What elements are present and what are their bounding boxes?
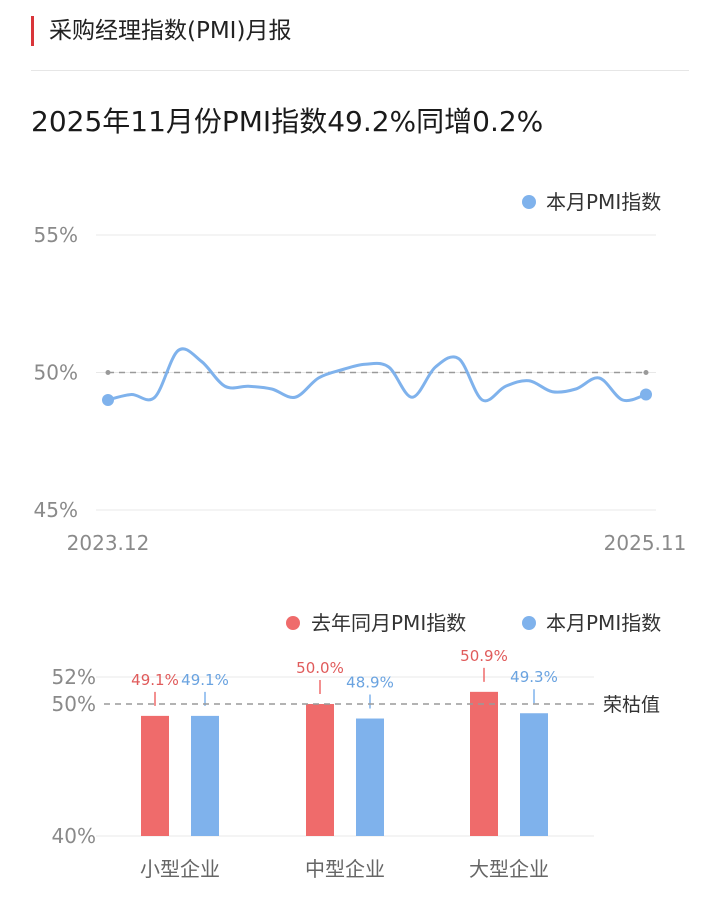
x-label-start: 2023.12 (67, 531, 150, 555)
bar-reference: 荣枯值 (104, 694, 660, 716)
bar-current (191, 715, 219, 836)
category-label: 大型企业 (469, 857, 549, 881)
y-tick-label: 40% (52, 824, 96, 848)
reference-label: 荣枯值 (603, 694, 660, 716)
legend-label-current: 本月PMI指数 (546, 611, 661, 635)
legend-dot-current (522, 195, 536, 209)
pmi-bar-chart: 去年同月PMI指数 本月PMI指数 52% 50% 40% 小型企业 中型企业 大型企业 4… (52, 611, 662, 881)
y-tick-label: 50% (52, 692, 96, 716)
header-accent-bar (31, 16, 34, 46)
bar-last-year (470, 691, 498, 836)
legend-dot-last-year (286, 616, 300, 630)
data-label: 50.9% (460, 647, 508, 665)
line-series (102, 347, 652, 406)
reference-marker (105, 370, 111, 375)
report-header: 采购经理指数(PMI)月报 (31, 14, 689, 71)
line-reference (105, 370, 649, 375)
y-tick-label: 52% (52, 665, 96, 689)
bar-axis-labels: 52% 50% 40% 小型企业 中型企业 大型企业 (52, 665, 549, 881)
y-tick-label: 55% (34, 223, 78, 247)
legend-label-last-year: 去年同月PMI指数 (311, 611, 466, 635)
data-label: 49.1% (131, 671, 179, 689)
y-tick-label: 45% (34, 498, 78, 522)
data-label: 48.9% (346, 674, 394, 692)
reference-marker (643, 370, 649, 375)
bar-grid (96, 676, 594, 837)
bar-legend: 去年同月PMI指数 本月PMI指数 (286, 611, 661, 635)
data-point (102, 394, 114, 406)
report-title: 采购经理指数(PMI)月报 (49, 18, 292, 44)
bar-series: 49.1% 49.1% 50.0%48.9% 50.9%49.3% (131, 647, 558, 836)
category-label: 小型企业 (140, 857, 220, 881)
data-label: 49.3% (510, 668, 558, 686)
headline: 2025年11月份PMI指数49.2%同增0.2% (31, 105, 544, 138)
legend-dot-current (522, 616, 536, 630)
series-line-current (107, 347, 647, 403)
line-legend: 本月PMI指数 (522, 190, 661, 214)
bar-current (356, 718, 384, 836)
legend-label-current: 本月PMI指数 (546, 190, 661, 214)
line-axis-labels: 55% 50% 45% 2023.12 2025.11 (34, 223, 687, 555)
x-label-end: 2025.11 (604, 531, 687, 555)
data-label: 50.0% (296, 659, 344, 677)
bar-last-year (306, 704, 334, 836)
category-label: 中型企业 (305, 857, 385, 881)
y-tick-label: 50% (34, 361, 78, 385)
bar-current (520, 713, 548, 836)
pmi-line-chart: 本月PMI指数 55% 50% 45% 2023.12 2025.11 (34, 190, 687, 555)
data-label: 49.1% (181, 671, 229, 689)
data-point (640, 388, 652, 401)
bar-last-year (141, 715, 169, 836)
